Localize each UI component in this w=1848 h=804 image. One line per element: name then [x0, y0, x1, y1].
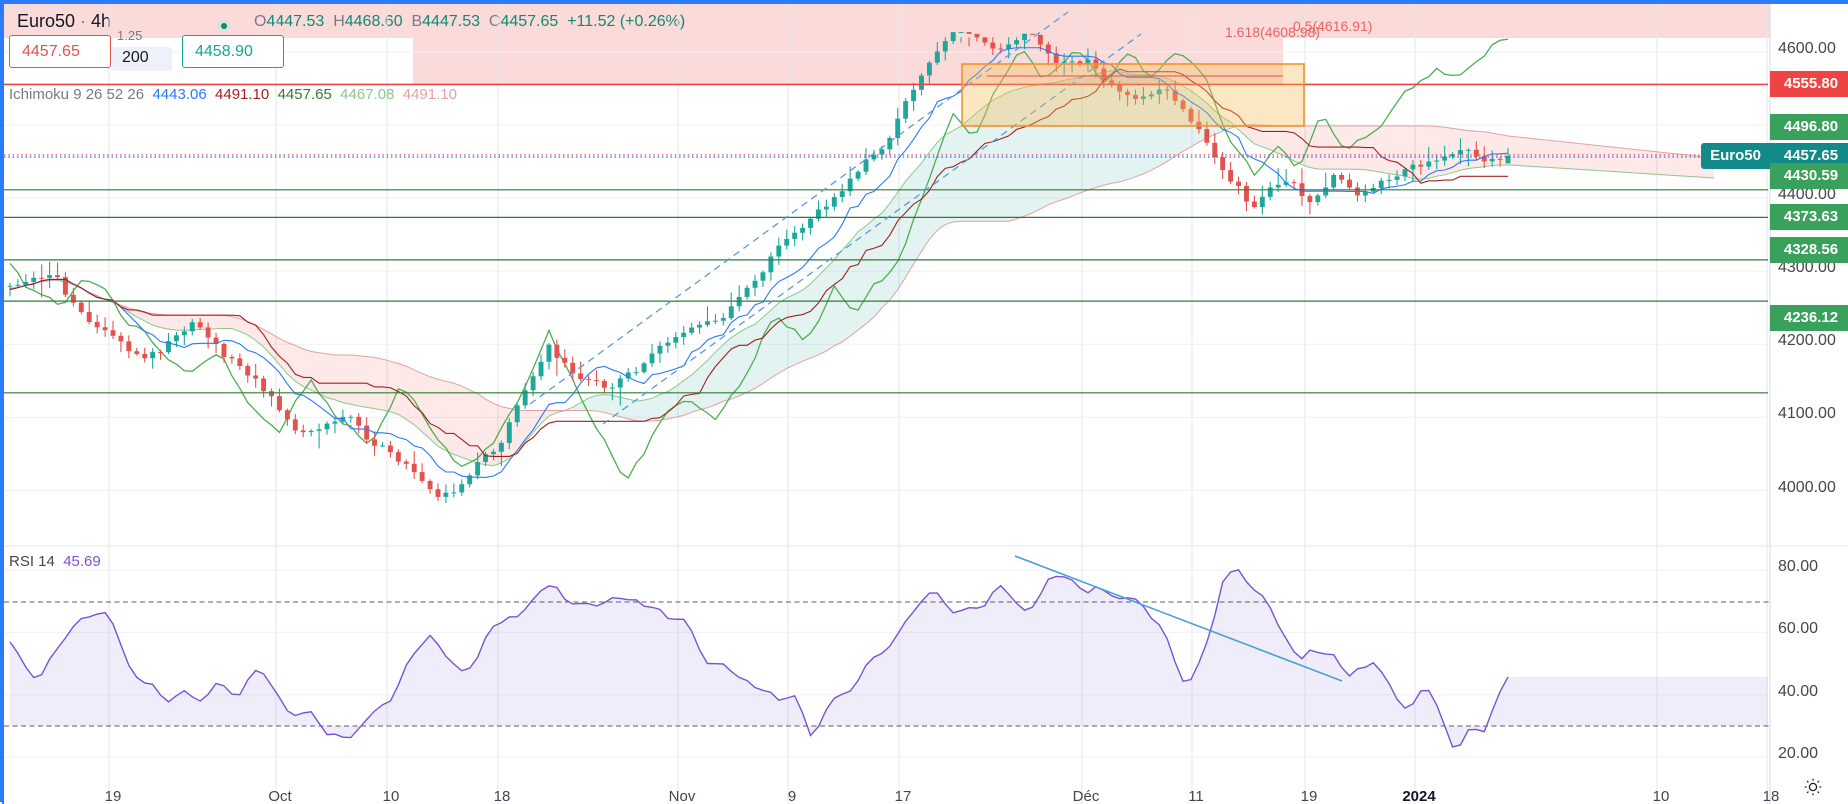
svg-text:1.618(4608.98): 1.618(4608.98): [1225, 24, 1320, 40]
